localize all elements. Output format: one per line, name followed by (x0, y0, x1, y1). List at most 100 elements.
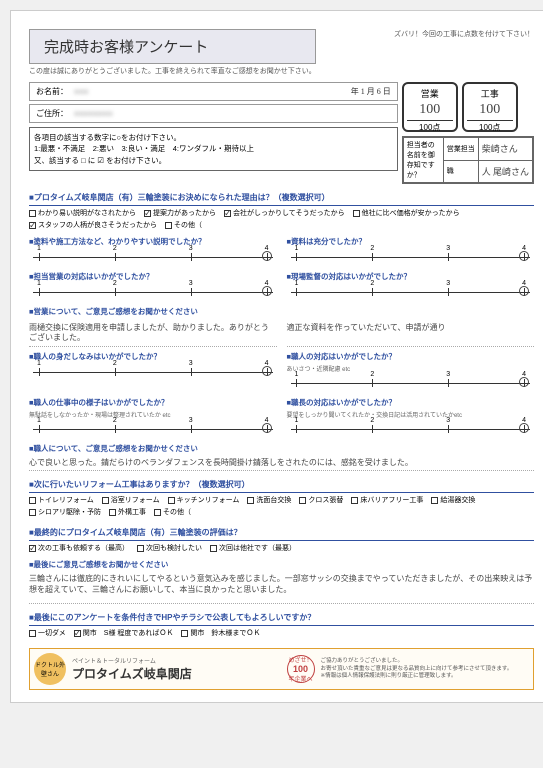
q5-title: ■現場監督の対応はいかがでしたか？ (287, 271, 535, 282)
scale-mark-icon (262, 423, 272, 433)
customer-info: お名前： ●●● 年 1 月 6 日 ご住所： ●●●●●●●● 各項目の該当す… (29, 82, 398, 184)
checkbox-option[interactable]: その他（ (154, 507, 191, 517)
q1-options: わかり易い説明がなされたから提案力があったから会社がしっかりしてそうだったから他… (29, 206, 534, 232)
checkbox-option[interactable]: 給湯器交換 (431, 495, 475, 505)
q2-title: ■塗料や施工方法など、わかりやすい説明でしたか？ (29, 236, 277, 247)
q-reform-options: トイレリフォーム浴室リフォーム キッチンリフォーム洗面台交換 クロス張替床バリアフリ… (29, 493, 534, 519)
checkbox-label: キッチンリフォーム (177, 495, 240, 505)
staff-sales-name: 柴崎さん (478, 138, 532, 161)
checkbox-option[interactable]: 一切ダメ (29, 628, 66, 638)
checkbox-option[interactable]: 洗面台交換 (247, 495, 291, 505)
checkbox-option[interactable]: トイレリフォーム (29, 495, 94, 505)
title-box: 完成時お客様アンケート (29, 29, 316, 64)
badge-num: 100 (293, 664, 308, 674)
checkbox-option[interactable]: 他社に比べ価格が安かったから (353, 208, 460, 218)
checkbox-option[interactable]: スタッフの人柄が良さそうだったから (29, 220, 157, 230)
checkbox-option[interactable]: その他（ (165, 220, 202, 230)
checkbox-icon (144, 210, 151, 217)
checkbox-option[interactable]: 床バリアフリー工事 (351, 495, 423, 505)
address-value: ●●●●●●●● (74, 109, 113, 118)
header: 完成時お客様アンケート この度は誠にありがとうございました。工事を終えられて率直… (29, 29, 534, 76)
checkbox-option[interactable]: 次回は他社です（最悪） (210, 543, 296, 553)
footer-logo-icon: ドクトル外壁さん (34, 653, 66, 685)
checkbox-icon (29, 497, 36, 504)
checkbox-icon (247, 497, 254, 504)
q4-scale: 1234 (29, 284, 277, 302)
scale-number: 3 (189, 280, 193, 287)
scale-mark-icon (519, 377, 529, 387)
checkbox-option[interactable]: 次回も検討したい (137, 543, 202, 553)
checkbox-icon (165, 222, 172, 229)
score-note: ズバリ！今回の工事に点数を付けて下さい！ (394, 29, 534, 39)
scale-number: 2 (370, 245, 374, 252)
scale-number: 2 (113, 280, 117, 287)
q3-title: ■資料は充分でしたか？ (287, 236, 535, 247)
score-work-label: 工事 (467, 87, 513, 100)
title-area: 完成時お客様アンケート この度は誠にありがとうございました。工事を終えられて率直… (29, 29, 316, 76)
footer-brand-block: ペイント＆トータルリフォーム プロタイムズ岐阜関店 (72, 656, 281, 682)
comment-sales-label: ■営業について、ご意見ご感想をお聞かせください (29, 306, 534, 317)
checkbox-icon (168, 497, 175, 504)
checkbox-icon (431, 497, 438, 504)
scale-number: 2 (113, 245, 117, 252)
q8-sub: 無駄話をしなかったか・現場は整理されていたか etc (29, 410, 277, 419)
checkbox-option[interactable]: 次の工事も依頼する（最高） (29, 543, 129, 553)
staff-header: 担当者の名前を御存知ですか？ (403, 138, 443, 183)
checkbox-label: 次回も検討したい (146, 543, 202, 553)
scale-number: 2 (370, 280, 374, 287)
q9-scale: 1234 (287, 421, 535, 439)
score-work-denom: 100点 (467, 120, 513, 133)
checkbox-icon (181, 630, 188, 637)
checkbox-label: クロス張替 (308, 495, 343, 505)
checkbox-label: わかり易い説明がなされたから (38, 208, 136, 218)
checkbox-option[interactable]: わかり易い説明がなされたから (29, 208, 136, 218)
checkbox-option[interactable]: 外構工事 (109, 507, 146, 517)
name-field: お名前： ●●● 年 1 月 6 日 (29, 82, 398, 101)
staff-work-name: 人 尾崎さん (478, 160, 532, 183)
scale-mark-icon (519, 423, 529, 433)
checkbox-label: 次回は他社です（最悪） (219, 543, 296, 553)
address-label: ご住所： (36, 108, 68, 119)
date-value: 年 1 月 6 日 (351, 86, 391, 97)
checkbox-option[interactable]: 提案力があったから (144, 208, 216, 218)
checkbox-label: 給湯器交換 (440, 495, 475, 505)
q-final-options: 次の工事も依頼する（最高） 次回も検討したい 次回は他社です（最悪） (29, 541, 534, 555)
q6-title: ■職人の身だしなみはいかがでしたか？ (29, 351, 277, 362)
scale-number: 2 (370, 417, 374, 424)
scale-mark-icon (262, 251, 272, 261)
footer-small: ペイント＆トータルリフォーム (72, 656, 281, 665)
q7-sub: あいさつ・近隣配慮 etc (287, 364, 535, 373)
checkbox-label: スタッフの人柄が良さそうだったから (38, 220, 157, 230)
checkbox-icon (29, 630, 36, 637)
checkbox-option[interactable]: 会社がしっかりしてそうだったから (224, 208, 345, 218)
checkbox-option[interactable]: 関市 S様 程度であればＯＫ (74, 628, 174, 638)
checkbox-option[interactable]: 関市 鈴木様までＯＫ (181, 628, 260, 638)
scale-number: 3 (446, 417, 450, 424)
q7-title: ■職人の対応はいかがでしたか？ (287, 351, 535, 362)
scale-mark-icon (262, 366, 272, 376)
scale-number: 1 (294, 280, 298, 287)
score-sales-denom: 100点 (407, 120, 453, 133)
checkbox-option[interactable]: 浴室リフォーム (102, 495, 160, 505)
info-row: お名前： ●●● 年 1 月 6 日 ご住所： ●●●●●●●● 各項目の該当す… (29, 82, 534, 184)
checkbox-icon (74, 630, 81, 637)
badge-top: めざせ！ (288, 655, 312, 664)
footer-badge-icon: めざせ！ 100 年企業へ (287, 655, 315, 683)
checkbox-icon (353, 210, 360, 217)
scale-number: 2 (113, 417, 117, 424)
scale-number: 1 (37, 360, 41, 367)
q-publish-options: 一切ダメ関市 S様 程度であればＯＫ 関市 鈴木様までＯＫ (29, 626, 534, 640)
checkbox-icon (210, 545, 217, 552)
name-label: お名前： (36, 86, 68, 97)
scale-number: 2 (370, 371, 374, 378)
checkbox-option[interactable]: シロアリ駆除・予防 (29, 507, 101, 517)
checkbox-option[interactable]: クロス張替 (299, 495, 343, 505)
staff-work-label: 職 (443, 160, 478, 183)
staff-box: 担当者の名前を御存知ですか？ 営業担当 柴崎さん 職 人 尾崎さん (402, 136, 534, 184)
checkbox-option[interactable]: キッチンリフォーム (168, 495, 240, 505)
score-sales-value: 100 (407, 102, 453, 118)
score-work-value: 100 (467, 102, 513, 118)
survey-page: 完成時お客様アンケート この度は誠にありがとうございました。工事を終えられて率直… (10, 10, 543, 703)
q7-scale: 1234 (287, 375, 535, 393)
q1-title: ■プロタイムズ岐阜関店（有）三輪塗装にお決めになられた理由は？（複数選択可） (29, 190, 534, 206)
